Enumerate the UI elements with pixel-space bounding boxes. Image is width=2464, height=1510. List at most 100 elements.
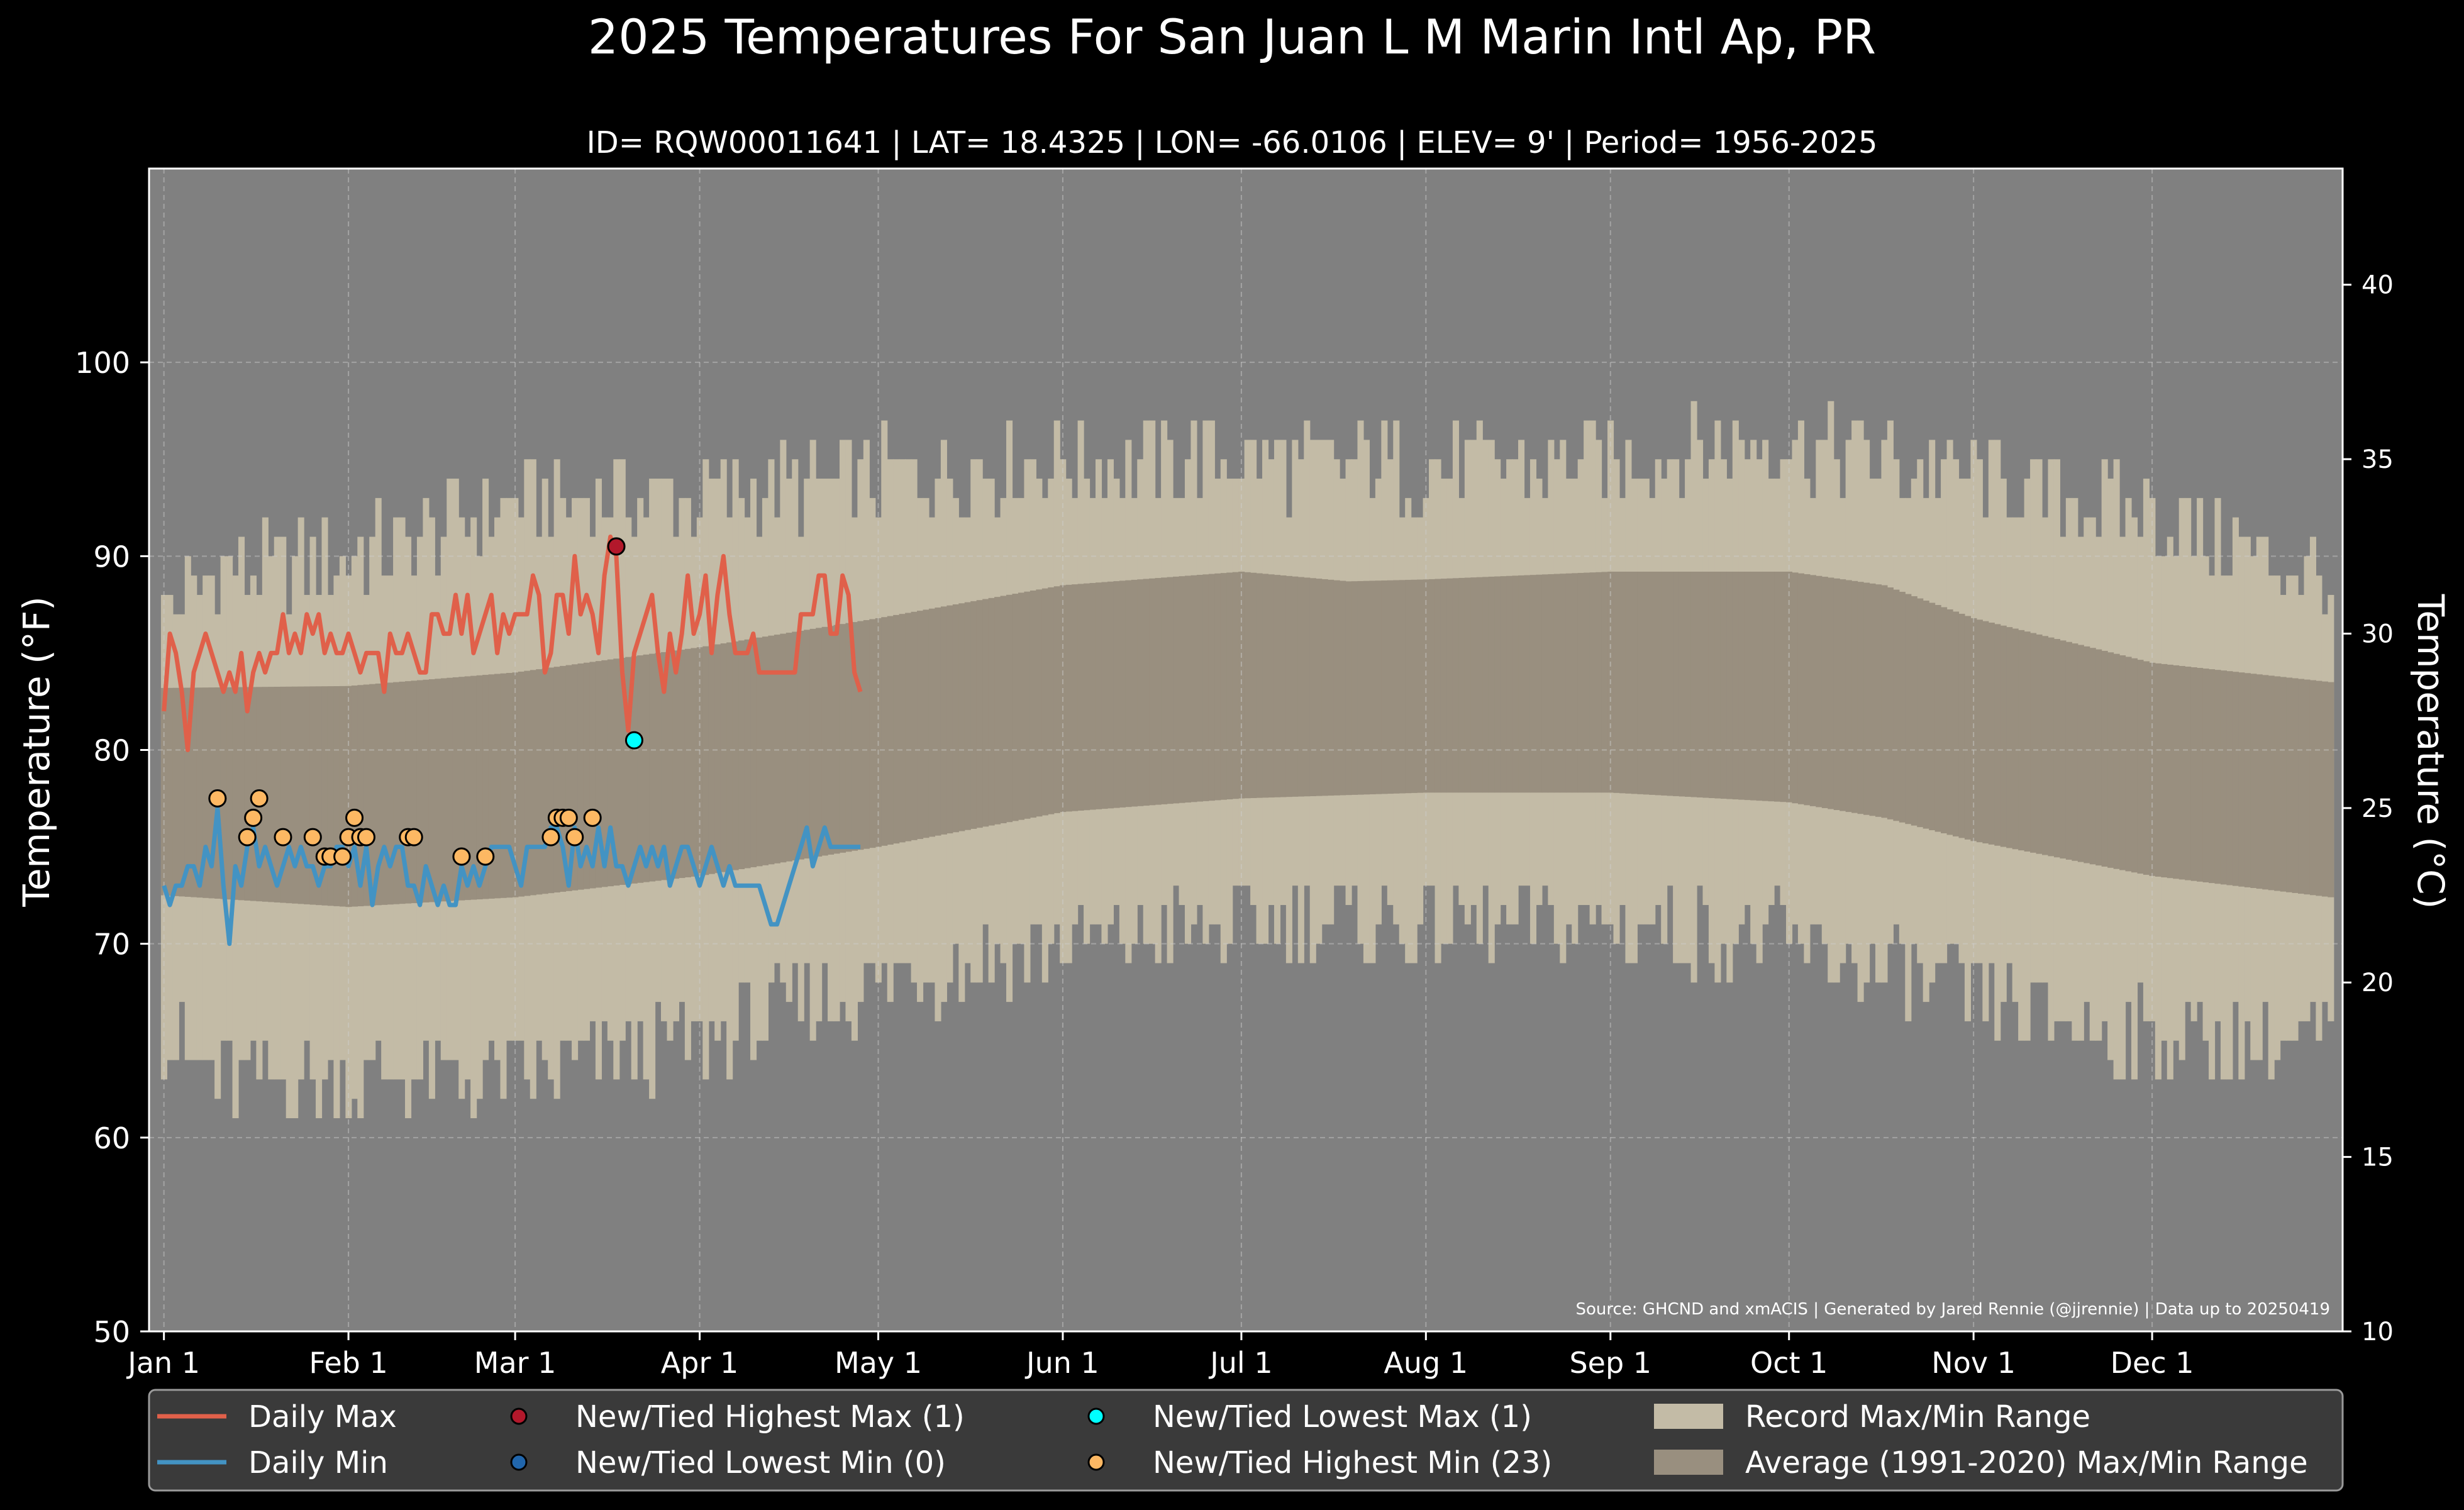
normal-range-bar bbox=[292, 686, 299, 904]
normal-range-bar bbox=[1964, 616, 1972, 840]
y-tick-label-right: 40 bbox=[2361, 271, 2394, 300]
normal-range-bar bbox=[1161, 577, 1168, 804]
normal-range-bar bbox=[696, 647, 703, 876]
normal-range-bar bbox=[1577, 572, 1584, 793]
normal-range-bar bbox=[952, 604, 959, 833]
normal-range-bar bbox=[428, 679, 435, 902]
normal-range-bar bbox=[2137, 660, 2144, 874]
normal-range-bar bbox=[1048, 587, 1055, 814]
normal-range-bar bbox=[756, 637, 763, 867]
normal-range-bar bbox=[589, 662, 596, 889]
normal-range-bar bbox=[1946, 609, 1953, 835]
normal-range-bar bbox=[1363, 580, 1370, 795]
plot-area: 50 60 70 80 90 100 10 15 20 25 30 35 40 Jan 1 Feb 1 Mar… bbox=[75, 167, 2394, 1380]
normal-range-bar bbox=[2072, 643, 2078, 861]
normal-range-bar bbox=[1828, 577, 1834, 809]
normal-range-bar bbox=[917, 611, 924, 840]
normal-range-bar bbox=[1429, 579, 1436, 793]
normal-range-bar bbox=[2048, 637, 2055, 857]
normal-range-bar bbox=[809, 628, 816, 858]
normal-range-bar bbox=[2232, 672, 2239, 886]
normal-range-bar bbox=[1440, 579, 1448, 793]
normal-range-bar bbox=[2149, 662, 2156, 876]
normal-range-bar bbox=[2304, 679, 2311, 895]
normal-range-bar bbox=[1667, 571, 1673, 796]
x-tick-label: Jun 1 bbox=[1024, 1346, 1099, 1380]
normal-range-bar bbox=[297, 686, 304, 904]
normal-range-bar bbox=[988, 597, 995, 826]
normal-range-bar bbox=[964, 602, 971, 830]
y-tick-label-right: 10 bbox=[2361, 1318, 2394, 1346]
normal-range-bar bbox=[863, 620, 870, 849]
normal-range-bar bbox=[1256, 573, 1263, 798]
normal-range-bar bbox=[1149, 578, 1156, 806]
normal-range-bar bbox=[726, 642, 733, 872]
normal-range-bar bbox=[1000, 596, 1007, 824]
normal-range-bar bbox=[435, 679, 441, 902]
normal-range-bar bbox=[2292, 678, 2299, 893]
normal-range-bar bbox=[1333, 580, 1340, 796]
normal-range-bar bbox=[1494, 576, 1501, 793]
normal-range-bar bbox=[387, 682, 394, 905]
normal-range-bar bbox=[1095, 582, 1102, 809]
normal-range-bar bbox=[1476, 577, 1483, 793]
normal-range-bar bbox=[1541, 574, 1548, 793]
y-tick-label-right: 25 bbox=[2361, 794, 2394, 823]
new-highest-min-dot bbox=[559, 808, 578, 827]
normal-range-bar bbox=[1309, 578, 1316, 796]
normal-range-bar bbox=[238, 687, 245, 901]
legend: Daily Max Daily Min New/Tied Highest Max (… bbox=[148, 1389, 2344, 1492]
normal-range-bar bbox=[2119, 655, 2126, 870]
normal-range-bar bbox=[274, 686, 280, 902]
new-highest-min-dot bbox=[345, 808, 364, 827]
normal-range-bar bbox=[1072, 584, 1079, 811]
normal-range-bar bbox=[488, 674, 495, 899]
normal-range-bar bbox=[2053, 639, 2060, 858]
normal-range-bar bbox=[643, 654, 650, 882]
normal-range-bar bbox=[2321, 681, 2328, 897]
normal-range-bar bbox=[1774, 571, 1781, 802]
new-highest-min-dot bbox=[357, 828, 375, 847]
normal-range-bar bbox=[321, 686, 328, 906]
legend-dot-swatch bbox=[510, 1407, 528, 1425]
normal-range-bar bbox=[1167, 577, 1174, 804]
normal-range-bar bbox=[1637, 571, 1644, 794]
normal-range-bar bbox=[2030, 633, 2037, 853]
normal-range-bar bbox=[2000, 625, 2007, 847]
normal-range-bar bbox=[2298, 679, 2305, 894]
normal-range-bar bbox=[1274, 575, 1281, 797]
y-tick-label-right: 35 bbox=[2361, 445, 2394, 474]
normal-range-bar bbox=[905, 613, 912, 841]
normal-range-bar bbox=[661, 652, 668, 880]
normal-range-bar bbox=[1107, 581, 1114, 809]
legend-patch-swatch bbox=[1654, 1404, 1723, 1429]
normal-range-bar bbox=[1941, 607, 1948, 834]
normal-range-bar bbox=[1220, 573, 1227, 800]
legend-dot-swatch bbox=[1087, 1453, 1105, 1471]
normal-range-bar bbox=[1714, 571, 1721, 799]
normal-range-bar bbox=[1923, 601, 1929, 829]
normal-range-bar bbox=[2173, 665, 2180, 879]
normal-range-bar bbox=[167, 687, 174, 896]
normal-range-bar bbox=[1893, 589, 1900, 821]
normal-range-bar bbox=[2268, 675, 2275, 891]
normal-range-bar bbox=[1417, 579, 1424, 793]
new-highest-min-dot bbox=[583, 808, 602, 827]
normal-range-bar bbox=[1119, 580, 1126, 808]
normal-range-bar bbox=[411, 680, 418, 904]
normal-range-bar bbox=[2089, 648, 2096, 865]
y-axis-right-label: Temperature (°C) bbox=[2409, 594, 2452, 909]
new-highest-min-dot bbox=[476, 847, 495, 866]
new-highest-min-dot bbox=[238, 828, 257, 847]
normal-range-bar bbox=[1792, 572, 1799, 804]
normal-range-bar bbox=[1446, 578, 1453, 793]
normal-range-bar bbox=[1053, 586, 1060, 813]
normal-range-bar bbox=[1321, 579, 1328, 796]
legend-label: Average (1991-2020) Max/Min Range bbox=[1745, 1445, 2308, 1480]
normal-range-bar bbox=[494, 674, 501, 899]
y-tick-label-left: 50 bbox=[93, 1315, 130, 1349]
normal-range-bar bbox=[637, 655, 644, 883]
normal-range-bar bbox=[976, 600, 983, 828]
normal-range-bar bbox=[577, 663, 584, 890]
normal-range-bar bbox=[1869, 583, 1876, 816]
